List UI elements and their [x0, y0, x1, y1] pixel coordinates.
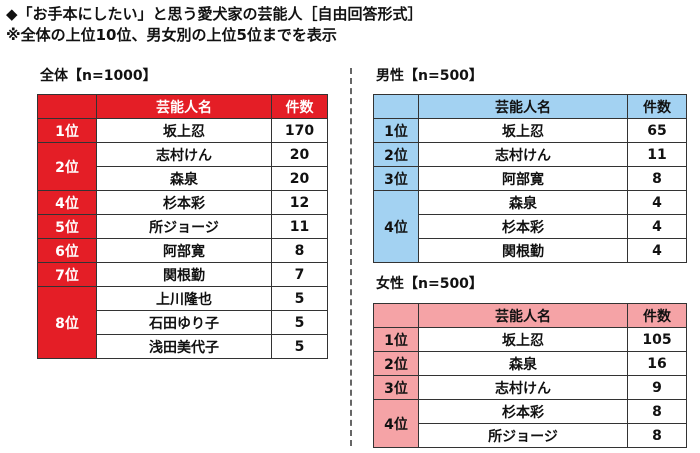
- divider: [350, 68, 352, 446]
- header-cell: [37, 94, 97, 119]
- name-cell: 阿部寛: [418, 166, 628, 191]
- table-label: 全体【n=1000】: [40, 68, 157, 84]
- header-cell: 件数: [627, 303, 687, 328]
- ranking-table: 芸能人名 件数 1位 坂上忍 65 2位 志村けん 11 3位 阿部寛 8 4位 森泉 4 杉本彩 4 関根勤 4: [373, 94, 687, 263]
- name-cell: 杉本彩: [96, 190, 272, 215]
- rank-cell: 1位: [373, 118, 419, 143]
- count-cell: 4: [627, 238, 687, 263]
- table-row: 1位 坂上忍 170: [37, 118, 328, 143]
- count-cell: 65: [627, 118, 687, 143]
- rank-cell: 4位: [37, 190, 97, 215]
- name-cell: 坂上忍: [418, 327, 628, 352]
- table-row: 1位 坂上忍 65: [373, 118, 687, 143]
- table-row: 森泉 20: [38, 166, 328, 191]
- count-cell: 105: [627, 327, 687, 352]
- count-cell: 11: [627, 142, 687, 167]
- table-row: 4位 杉本彩 8: [373, 399, 687, 448]
- rank-cell: 1位: [37, 118, 97, 143]
- table-row: 2位 森泉 16: [373, 351, 687, 376]
- table-label: 女性【n=500】: [376, 276, 483, 292]
- title: ◆「お手本にしたい」と思う愛犬家の芸能人［自由回答形式］: [6, 5, 423, 23]
- table-row: 3位 志村けん 9: [373, 375, 687, 400]
- ranking-table: 芸能人名 件数 1位 坂上忍 170 2位 志村けん 20 森泉 20 4位 杉本彩 12 5位 所ジョージ…: [37, 94, 328, 359]
- count-cell: 16: [627, 351, 687, 376]
- count-cell: 4: [627, 214, 687, 239]
- name-cell: 森泉: [418, 190, 628, 215]
- header-row: 芸能人名 件数: [37, 94, 328, 119]
- name-cell: 関根勤: [96, 262, 272, 287]
- count-cell: 8: [627, 423, 687, 448]
- name-cell: 所ジョージ: [418, 423, 628, 448]
- rank-cell: 2位: [37, 142, 97, 191]
- rank-cell: 4位: [373, 190, 419, 263]
- rank-cell: 5位: [37, 214, 97, 239]
- table-row: 4位 杉本彩 12: [37, 190, 328, 215]
- table-row: 4位 森泉 4: [373, 190, 687, 263]
- table-row: 2位 志村けん 20: [37, 142, 328, 191]
- name-cell: 志村けん: [418, 375, 628, 400]
- name-cell: 杉本彩: [418, 399, 628, 424]
- rank-cell: 8位: [37, 286, 97, 359]
- table-row: 6位 阿部寛 8: [37, 238, 328, 263]
- table-row: 浅田美代子 5: [38, 334, 328, 359]
- table-row: 杉本彩 4: [374, 214, 687, 239]
- count-cell: 170: [271, 118, 328, 143]
- header-cell: 件数: [271, 94, 328, 119]
- rank-cell: 2位: [373, 351, 419, 376]
- header-cell: 芸能人名: [418, 303, 628, 328]
- count-cell: 8: [627, 166, 687, 191]
- name-cell: 浅田美代子: [96, 334, 272, 359]
- count-cell: 9: [627, 375, 687, 400]
- rank-cell: 6位: [37, 238, 97, 263]
- rank-cell: 3位: [373, 166, 419, 191]
- header-cell: 件数: [627, 94, 687, 119]
- name-cell: 志村けん: [96, 142, 272, 167]
- ranking-table: 芸能人名 件数 1位 坂上忍 105 2位 森泉 16 3位 志村けん 9 4位 杉本彩 8 所ジョージ 8: [373, 303, 687, 448]
- count-cell: 8: [627, 399, 687, 424]
- count-cell: 8: [271, 238, 328, 263]
- count-cell: 11: [271, 214, 328, 239]
- count-cell: 5: [271, 334, 328, 359]
- count-cell: 20: [271, 142, 328, 167]
- header-row: 芸能人名 件数: [373, 94, 687, 119]
- name-cell: 阿部寛: [96, 238, 272, 263]
- name-cell: 志村けん: [418, 142, 628, 167]
- table-label: 男性【n=500】: [376, 68, 483, 84]
- header-row: 芸能人名 件数: [373, 303, 687, 328]
- header-cell: 芸能人名: [418, 94, 628, 119]
- name-cell: 坂上忍: [418, 118, 628, 143]
- table-row: 7位 関根勤 7: [37, 262, 328, 287]
- name-cell: 森泉: [418, 351, 628, 376]
- name-cell: 石田ゆり子: [96, 310, 272, 335]
- rank-cell: 4位: [373, 399, 419, 448]
- name-cell: 上川隆也: [96, 286, 272, 311]
- rank-cell: 1位: [373, 327, 419, 352]
- table-row: 5位 所ジョージ 11: [37, 214, 328, 239]
- name-cell: 森泉: [96, 166, 272, 191]
- count-cell: 12: [271, 190, 328, 215]
- table-row: 所ジョージ 8: [374, 423, 687, 448]
- name-cell: 杉本彩: [418, 214, 628, 239]
- subtitle: ※全体の上位10位、男女別の上位5位までを表示: [6, 26, 337, 44]
- name-cell: 関根勤: [418, 238, 628, 263]
- count-cell: 20: [271, 166, 328, 191]
- rank-cell: 7位: [37, 262, 97, 287]
- count-cell: 5: [271, 286, 328, 311]
- count-cell: 7: [271, 262, 328, 287]
- rank-cell: 3位: [373, 375, 419, 400]
- header-cell: [373, 94, 419, 119]
- table-row: 関根勤 4: [374, 238, 687, 263]
- name-cell: 坂上忍: [96, 118, 272, 143]
- table-row: 3位 阿部寛 8: [373, 166, 687, 191]
- count-cell: 5: [271, 310, 328, 335]
- table-row: 2位 志村けん 11: [373, 142, 687, 167]
- name-cell: 所ジョージ: [96, 214, 272, 239]
- header-cell: [373, 303, 419, 328]
- count-cell: 4: [627, 190, 687, 215]
- header-cell: 芸能人名: [96, 94, 272, 119]
- table-row: 1位 坂上忍 105: [373, 327, 687, 352]
- rank-cell: 2位: [373, 142, 419, 167]
- table-row: 8位 上川隆也 5: [37, 286, 328, 359]
